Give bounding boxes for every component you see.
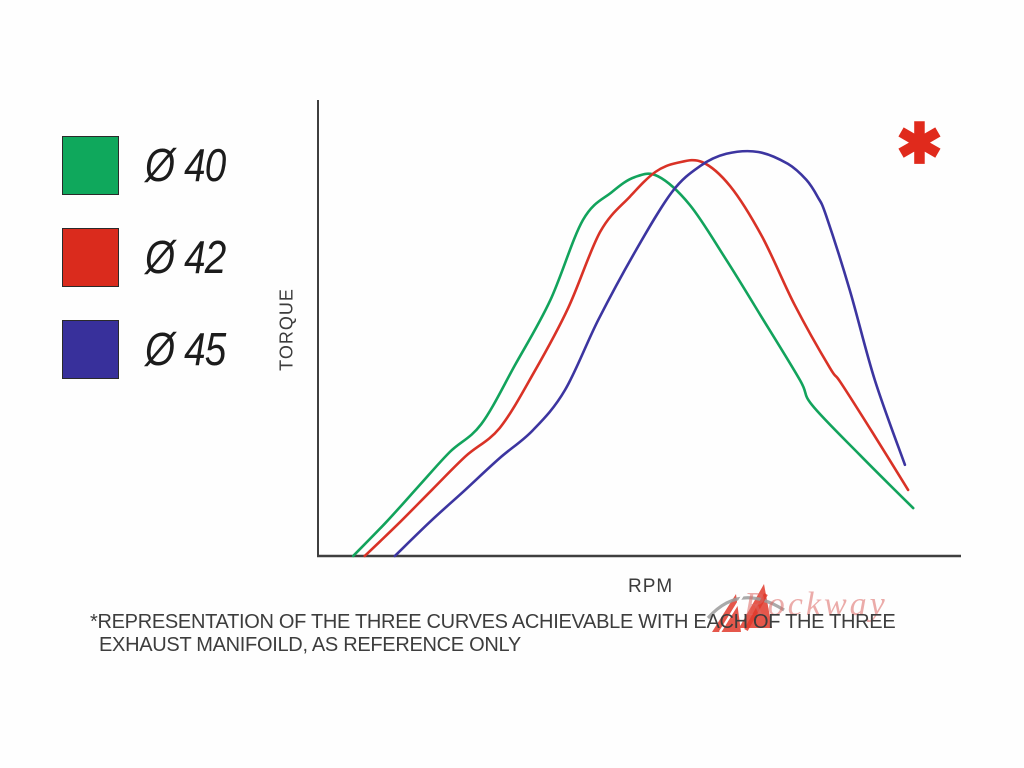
legend-label-d42: Ø 42 xyxy=(145,231,226,283)
curve-42 xyxy=(363,158,910,558)
legend-item-d45: Ø 45 xyxy=(62,319,241,379)
legend: Ø 40 Ø 42 Ø 45 xyxy=(62,135,241,412)
legend-label-d45: Ø 45 xyxy=(145,323,226,375)
legend-swatch-d45-icon xyxy=(62,319,119,379)
note-asterisk: ✱ xyxy=(896,112,943,175)
legend-swatch-d42-icon xyxy=(62,227,119,287)
legend-swatch-d40-icon xyxy=(62,135,119,195)
footnote: *REPRESENTATION OF THE THREE CURVES ACHI… xyxy=(90,611,896,657)
x-axis-label: RPM xyxy=(628,576,674,597)
curve-40 xyxy=(351,172,915,558)
legend-item-d40: Ø 40 xyxy=(62,135,241,195)
legend-label-d40: Ø 40 xyxy=(145,139,226,191)
legend-item-d42: Ø 42 xyxy=(62,227,241,287)
curves-group xyxy=(351,149,915,558)
footnote-line2: EXHAUST MANIFOILD, AS REFERENCE ONLY xyxy=(99,634,521,657)
footnote-line1: *REPRESENTATION OF THE THREE CURVES ACHI… xyxy=(90,611,896,633)
curve-45 xyxy=(393,149,907,558)
